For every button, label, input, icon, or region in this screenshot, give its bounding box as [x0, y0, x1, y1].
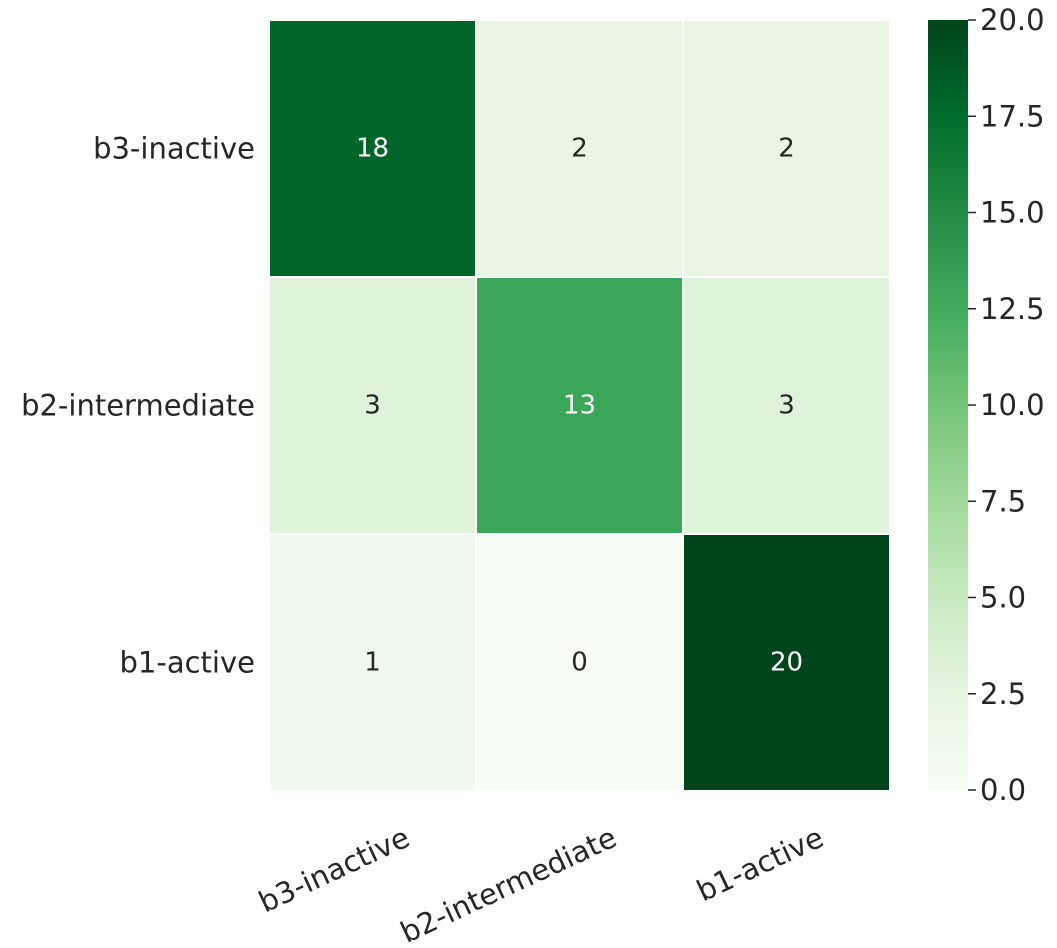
colorbar-tick-label-8: 20.0 [980, 3, 1045, 37]
cell-value-label-1-2: 3 [778, 391, 795, 421]
heatmap-cell-2-2 [682, 533, 891, 792]
y-tick-label-1: b2-intermediate [21, 389, 255, 423]
cell-value-label-0-2: 2 [778, 134, 795, 164]
cell-value-label-0-1: 2 [571, 134, 588, 164]
cell-value-label-2-1: 0 [571, 648, 588, 678]
cell-value-label-0-0: 18 [356, 134, 389, 164]
colorbar-tick-label-3: 7.5 [980, 484, 1026, 518]
colorbar-tick-label-5: 12.5 [980, 292, 1045, 326]
cell-value-label-1-1: 13 [563, 391, 596, 421]
x-tick-label-0: b3-inactive [253, 820, 414, 919]
colorbar-tick-label-2: 5.0 [980, 581, 1026, 615]
colorbar: 0.0 2.5 5.0 7.5 10.0 12.5 15.0 17.5 20.0 [928, 3, 1045, 807]
heatmap-cell-1-1 [475, 276, 684, 535]
y-tick-labels: b3-inactive b2-intermediate b1-active [21, 132, 255, 680]
colorbar-tick-label-1: 2.5 [980, 677, 1026, 711]
cell-value-label-1-0: 3 [364, 391, 381, 421]
heatmap-cell-1-2 [682, 276, 891, 535]
colorbar-gradient [928, 20, 968, 790]
heatmap-cell-0-1 [475, 19, 684, 278]
colorbar-tick-label-7: 17.5 [980, 99, 1045, 133]
colorbar-tick-label-6: 15.0 [980, 196, 1045, 230]
colorbar-tick-label-4: 10.0 [980, 388, 1045, 422]
heatmap-cell-0-2 [682, 19, 891, 278]
y-tick-label-2: b1-active [120, 646, 255, 680]
x-tick-label-1: b2-intermediate [395, 820, 621, 944]
cell-value-label-2-0: 1 [364, 648, 381, 678]
heatmap-cell-2-1 [475, 533, 684, 792]
heatmap-cell-2-0 [268, 533, 477, 792]
heatmap-cells: 18 2 23 13 31 0 20 [268, 19, 891, 792]
heatmap-cell-1-0 [268, 276, 477, 535]
x-tick-label-2: b1-active [691, 820, 828, 908]
y-tick-label-0: b3-inactive [93, 132, 255, 166]
heatmap-cell-0-0 [268, 19, 477, 278]
colorbar-tick-label-0: 0.0 [980, 773, 1026, 807]
cell-value-label-2-2: 20 [770, 648, 803, 678]
